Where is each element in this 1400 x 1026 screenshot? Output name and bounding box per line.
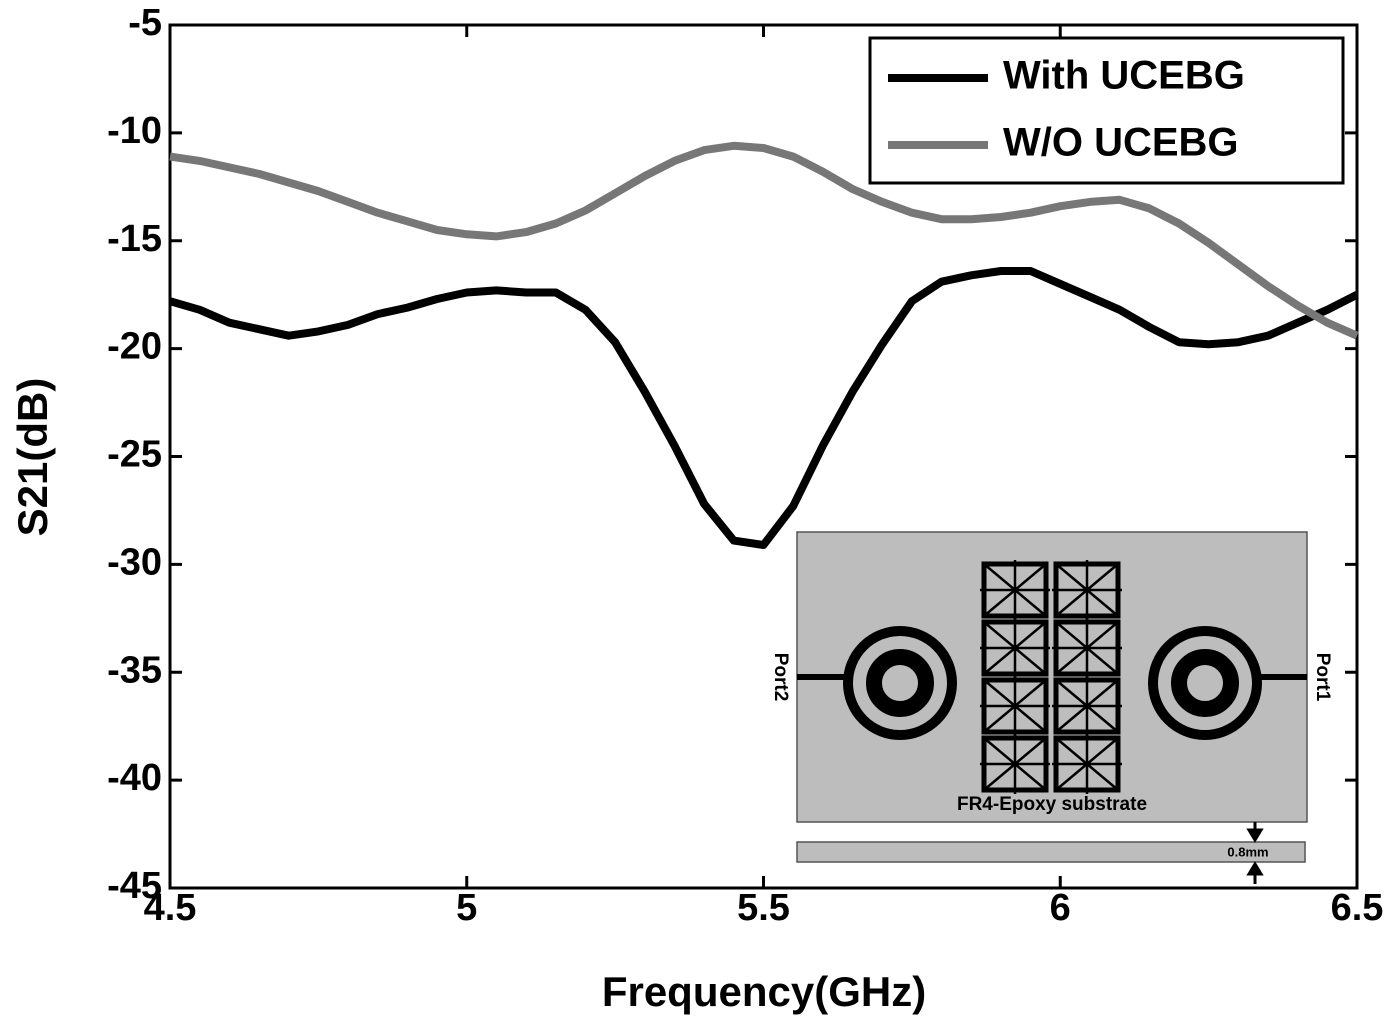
legend-label: W/O UCEBG xyxy=(1003,121,1239,165)
y-tick-label: -30 xyxy=(107,541,162,583)
ring xyxy=(843,626,957,740)
legend xyxy=(868,36,1345,185)
x-tick-label: 5.5 xyxy=(737,887,790,929)
substrate-side xyxy=(796,841,1306,863)
ring xyxy=(1171,649,1239,717)
y-tick-label: -35 xyxy=(107,649,162,691)
x-tick-label: 6 xyxy=(1050,887,1071,929)
y-tick-label: -15 xyxy=(107,218,162,260)
y-tick-label: -45 xyxy=(107,865,162,907)
x-tick-label: 6.5 xyxy=(1331,887,1384,929)
y-tick-label: -25 xyxy=(107,434,162,476)
legend-label: With UCEBG xyxy=(1003,54,1245,98)
thickness-arrow xyxy=(1246,822,1264,884)
ring xyxy=(1148,626,1262,740)
port-label: Port2 xyxy=(770,653,791,702)
ebg-cell-cross xyxy=(980,734,1050,794)
series-line xyxy=(169,141,1359,340)
x-tick-label: 5 xyxy=(456,887,477,929)
substrate-label: FR4-Epoxy substrate xyxy=(957,794,1147,815)
x-tick-label: 4.5 xyxy=(144,887,197,929)
thickness-label: 0.8mm xyxy=(1227,844,1268,859)
ring xyxy=(866,649,934,717)
port-label: Port1 xyxy=(1312,653,1333,702)
y-axis-label: S21(dB) xyxy=(9,378,56,537)
ebg-cell-cross xyxy=(1052,560,1122,620)
y-tick-label: -20 xyxy=(107,326,162,368)
y-tick-label: -10 xyxy=(107,110,162,152)
ebg-cell-cross xyxy=(1052,734,1122,794)
ebg-cell-cross xyxy=(980,676,1050,736)
ebg-cell-cross xyxy=(1052,618,1122,678)
series-line xyxy=(168,267,1359,549)
x-axis-label: Frequency(GHz) xyxy=(602,968,926,1015)
ebg-cell-cross xyxy=(980,618,1050,678)
y-tick-label: -5 xyxy=(128,2,162,44)
inset: Port2 Port1 FR4-Epoxy substrate 0.8mm xyxy=(770,531,1333,884)
ebg-cell-cross xyxy=(1052,676,1122,736)
ebg-cell-cross xyxy=(980,560,1050,620)
y-tick-label: -40 xyxy=(107,757,162,799)
